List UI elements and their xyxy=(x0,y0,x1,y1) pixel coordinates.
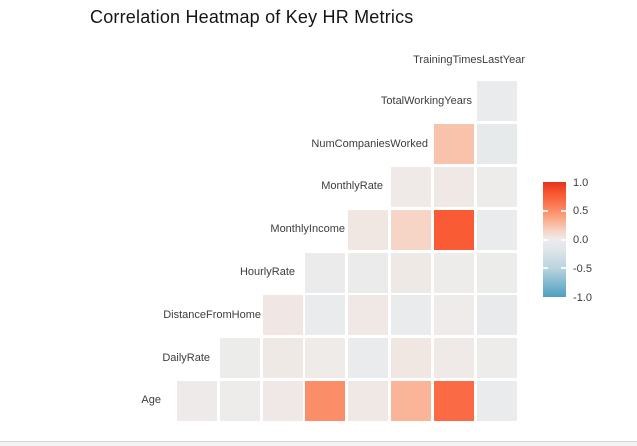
colorbar-tick-label: 0.5 xyxy=(573,205,589,218)
heatmap-cell-MonthlyIncome-MonthlyRate xyxy=(348,209,389,250)
variable-label-Age: Age xyxy=(141,394,161,407)
heatmap-cell-Age-MonthlyIncome xyxy=(305,380,346,421)
variable-label-MonthlyIncome: MonthlyIncome xyxy=(270,223,345,236)
heatmap-cell-MonthlyIncome-NumCompaniesWorked xyxy=(391,209,431,250)
colorbar-tick-label: 1.0 xyxy=(573,176,589,189)
heatmap-cell-HourlyRate-MonthlyRate xyxy=(348,252,389,293)
heatmap-cell-DistanceFromHome-TotalWorkingYears xyxy=(433,295,474,336)
colorbar-tick xyxy=(543,238,548,241)
variable-label-MonthlyRate: MonthlyRate xyxy=(321,180,383,193)
heatmap-cell-Age-DailyRate xyxy=(177,380,217,421)
variable-label-DistanceFromHome: DistanceFromHome xyxy=(163,308,261,321)
heatmap-cell-Age-HourlyRate xyxy=(262,380,303,421)
heatmap-cell-MonthlyRate-NumCompaniesWorked xyxy=(391,166,431,207)
heatmap-cell-MonthlyIncome-TrainingTimesLastYear xyxy=(476,209,517,250)
heatmap-cell-Age-DistanceFromHome xyxy=(219,380,260,421)
heatmap-cell-DistanceFromHome-NumCompaniesWorked xyxy=(391,295,431,336)
heatmap-cell-DailyRate-NumCompaniesWorked xyxy=(391,338,431,379)
heatmap-cell-HourlyRate-TotalWorkingYears xyxy=(433,252,474,293)
heatmap-cell-Age-NumCompaniesWorked xyxy=(391,380,431,421)
colorbar-tick-label: -0.5 xyxy=(573,262,592,275)
colorbar-tick-label: 0.0 xyxy=(573,234,589,246)
heatmap-cell-MonthlyRate-TotalWorkingYears xyxy=(433,166,474,207)
heatmap-cell-DistanceFromHome-MonthlyIncome xyxy=(305,295,346,336)
heatmap-cell-DailyRate-HourlyRate xyxy=(262,338,303,379)
heatmap-cell-MonthlyIncome-TotalWorkingYears xyxy=(433,209,474,250)
heatmap-cell-NumCompaniesWorked-TrainingTimesLastYear xyxy=(476,124,517,165)
heatmap-cell-HourlyRate-MonthlyIncome xyxy=(305,252,346,293)
heatmap-cell-DistanceFromHome-HourlyRate xyxy=(262,295,303,336)
heatmap-cell-DailyRate-TotalWorkingYears xyxy=(433,338,474,379)
heatmap-cell-Age-TrainingTimesLastYear xyxy=(476,380,517,421)
colorbar-gradient xyxy=(543,182,566,297)
heatmap-cell-DailyRate-MonthlyIncome xyxy=(305,338,346,379)
variable-label-DailyRate: DailyRate xyxy=(162,351,210,364)
variable-label-NumCompaniesWorked: NumCompaniesWorked xyxy=(311,137,428,150)
colorbar-tick xyxy=(561,238,566,241)
colorbar-tick xyxy=(561,267,566,270)
colorbar-tick xyxy=(561,209,566,212)
variable-label-TrainingTimesLastYear: TrainingTimesLastYear xyxy=(413,53,525,66)
heatmap-cell-DailyRate-MonthlyRate xyxy=(348,338,389,379)
heatmap-cell-Age-TotalWorkingYears xyxy=(433,380,474,421)
variable-label-HourlyRate: HourlyRate xyxy=(239,266,295,278)
colorbar-tick-label: -1.0 xyxy=(573,291,592,304)
bottom-divider xyxy=(0,441,637,446)
heatmap-cell-NumCompaniesWorked-TotalWorkingYears xyxy=(433,124,474,165)
colorbar-tick xyxy=(543,209,548,212)
heatmap-cell-DistanceFromHome-TrainingTimesLastYear xyxy=(476,295,517,336)
heatmap-cell-DistanceFromHome-MonthlyRate xyxy=(348,295,389,336)
heatmap-cell-DailyRate-DistanceFromHome xyxy=(219,338,260,379)
chart-title: Correlation Heatmap of Key HR Metrics xyxy=(90,7,414,27)
colorbar-tick xyxy=(543,267,548,270)
heatmap-cell-MonthlyRate-TrainingTimesLastYear xyxy=(476,166,517,207)
heatmap-cell-HourlyRate-NumCompaniesWorked xyxy=(391,252,431,293)
variable-label-TotalWorkingYears: TotalWorkingYears xyxy=(380,94,472,107)
heatmap-cell-DailyRate-TrainingTimesLastYear xyxy=(476,338,517,379)
heatmap-cell-HourlyRate-TrainingTimesLastYear xyxy=(476,252,517,293)
heatmap-cell-TotalWorkingYears-TrainingTimesLastYear xyxy=(476,81,517,122)
heatmap-cell-Age-MonthlyRate xyxy=(348,380,389,421)
